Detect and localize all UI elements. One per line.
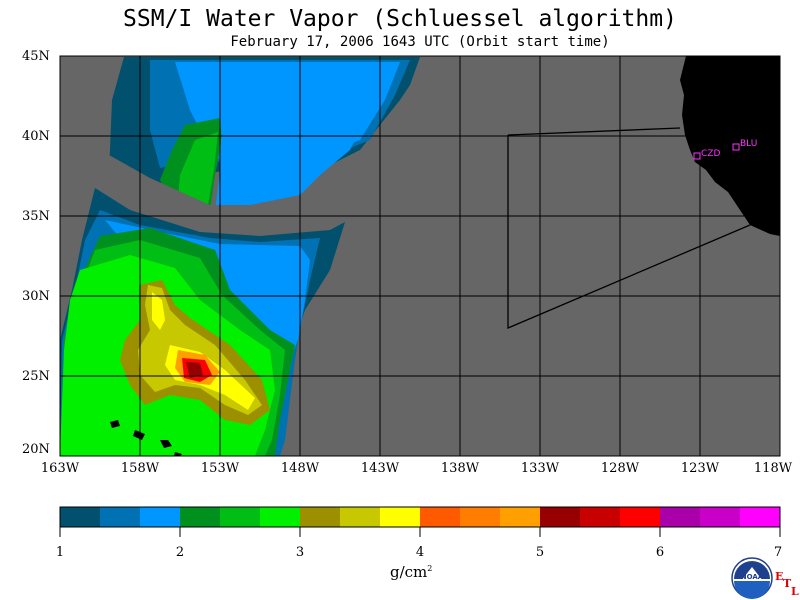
lon-label-133w: 133W	[520, 461, 560, 476]
lon-label-123w: 123W	[680, 461, 720, 476]
colorbar-segment	[380, 507, 421, 527]
colorbar-segment	[420, 507, 461, 527]
colorbar-segment	[740, 507, 781, 527]
colorbar-tick-3: 3	[295, 545, 305, 560]
colorbar-units-exponent: 2	[427, 564, 433, 573]
lat-label-35n: 35N	[22, 209, 50, 224]
lon-label-128w: 128W	[600, 461, 640, 476]
lat-label-30n: 30N	[22, 289, 50, 304]
moisture-yellow	[152, 292, 255, 410]
colorbar-segment	[300, 507, 341, 527]
station-blu-marker	[732, 143, 740, 151]
colorbar-segment	[460, 507, 501, 527]
colorbar-segment	[180, 507, 221, 527]
station-blu-label: BLU	[740, 139, 757, 149]
moisture-dark-red	[186, 362, 203, 378]
map-subtitle: February 17, 2006 1643 UTC (Orbit start …	[230, 34, 610, 50]
lon-label-153w: 153W	[200, 461, 240, 476]
colorbar-tick-7: 7	[773, 545, 783, 560]
colorbar-tick-6: 6	[655, 545, 665, 560]
colorbar-segment	[540, 507, 581, 527]
colorbar-segment	[500, 507, 541, 527]
swath-light-green-band	[178, 132, 218, 205]
colorbar-segment	[220, 507, 261, 527]
colorbar-units-text: g/cm	[390, 563, 428, 581]
lon-label-118w: 118W	[753, 461, 793, 476]
station-czd-marker	[693, 152, 701, 160]
lat-label-40n: 40N	[22, 129, 50, 144]
lat-label-45n: 45N	[22, 49, 50, 64]
etl-letter-t: T	[783, 577, 792, 590]
colorbar-segment	[620, 507, 661, 527]
colorbar-tick-5: 5	[535, 545, 545, 560]
lat-label-20n: 20N	[22, 442, 50, 457]
map-title: SSM/I Water Vapor (Schluessel algorithm)	[123, 6, 677, 32]
colorbar-segment	[340, 507, 381, 527]
colorbar-segment	[700, 507, 741, 527]
lon-label-138w: 138W	[440, 461, 480, 476]
colorbar-segment	[260, 507, 301, 527]
swath-lower-bright-blue	[105, 220, 310, 360]
colorbar-segment	[140, 507, 181, 527]
colorbar-segment	[100, 507, 141, 527]
lon-label-158w: 158W	[120, 461, 160, 476]
lon-label-163w: 163W	[40, 461, 80, 476]
graticule	[60, 56, 780, 456]
colorbar-segment	[580, 507, 621, 527]
land-california	[680, 56, 780, 236]
lon-label-148w: 148W	[280, 461, 320, 476]
domain-outline	[507, 127, 751, 329]
etl-letter-l: L	[791, 585, 799, 598]
map-border	[59, 55, 781, 457]
etl-letter-e: E	[775, 570, 784, 583]
colorbar-tick-2: 2	[175, 545, 185, 560]
colorbar	[59, 506, 781, 537]
noaa-logo-text: NOAA	[741, 573, 764, 581]
colorbar-tick-1: 1	[55, 545, 65, 560]
colorbar-units: g/cm2	[390, 563, 432, 581]
swath-gap-upper	[100, 150, 420, 232]
swath-blue-upper-right	[215, 108, 370, 212]
colorbar-tick-4: 4	[415, 545, 425, 560]
lon-label-143w: 143W	[360, 461, 400, 476]
colorbar-segment	[60, 507, 101, 527]
land-hawaii	[110, 420, 182, 456]
noaa-logo: NOAA	[731, 557, 773, 599]
colorbar-segment	[660, 507, 701, 527]
lat-label-25n: 25N	[22, 369, 50, 384]
station-czd-label: CZD	[701, 149, 720, 159]
